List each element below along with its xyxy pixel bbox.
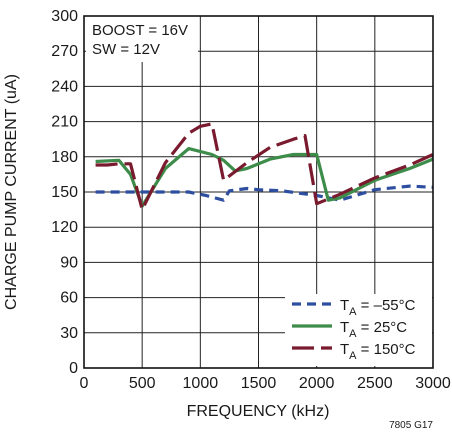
series-line-2 — [95, 122, 434, 212]
series-lines — [95, 122, 434, 212]
x-tick-label: 0 — [80, 375, 89, 392]
legend-label-main: T — [340, 341, 349, 358]
x-tick-label: 2000 — [299, 375, 335, 392]
legend-label-sub: A — [349, 306, 357, 318]
grid — [84, 16, 433, 368]
legend-label-2: TA = 150°C — [340, 341, 416, 362]
legend: TA = –55°CTA = 25°CTA = 150°C — [285, 294, 432, 366]
annotation-boost: BOOST = 16V — [92, 22, 188, 39]
y-tick-label: 240 — [51, 78, 78, 95]
x-tick-label: 3000 — [415, 375, 451, 392]
figure-label: 7805 G17 — [389, 420, 433, 431]
y-tick-label: 90 — [60, 254, 78, 271]
x-axis-title: FREQUENCY (kHz) — [187, 403, 330, 420]
series-line-0 — [95, 184, 434, 202]
y-tick-label: 30 — [60, 325, 78, 342]
x-tick-label: 1000 — [183, 375, 219, 392]
y-tick-label: 150 — [51, 184, 78, 201]
plot-frame — [83, 15, 434, 369]
y-tick-label: 180 — [51, 149, 78, 166]
legend-label-rest: = 150°C — [357, 341, 416, 358]
annotation-box — [86, 16, 198, 62]
y-tick-label: 300 — [51, 8, 78, 25]
legend-label-sub: A — [349, 328, 357, 340]
y-tick-label: 60 — [60, 290, 78, 307]
legend-label-rest: = 25°C — [357, 319, 408, 336]
y-tick-label: 210 — [51, 114, 78, 131]
legend-label-rest: = –55°C — [357, 297, 416, 314]
tick-labels: 0 500 1000 1500 2000 2500 3000 0 30 60 90 120 150 180… — [51, 8, 451, 392]
x-tick-label: 1500 — [241, 375, 277, 392]
x-tick-label: 2500 — [357, 375, 393, 392]
x-tick-label: 500 — [129, 375, 156, 392]
y-tick-label: 0 — [69, 360, 78, 377]
legend-label-main: T — [340, 319, 349, 336]
y-axis-title: CHARGE PUMP CURRENT (uA) — [3, 74, 20, 310]
legend-box — [285, 294, 432, 366]
legend-label-0: TA = –55°C — [340, 297, 416, 318]
y-tick-label: 270 — [51, 43, 78, 60]
annotation-sw: SW = 12V — [92, 41, 160, 58]
legend-label-sub: A — [349, 350, 357, 362]
legend-label-1: TA = 25°C — [340, 319, 407, 340]
y-tick-label: 120 — [51, 219, 78, 236]
legend-label-main: T — [340, 297, 349, 314]
